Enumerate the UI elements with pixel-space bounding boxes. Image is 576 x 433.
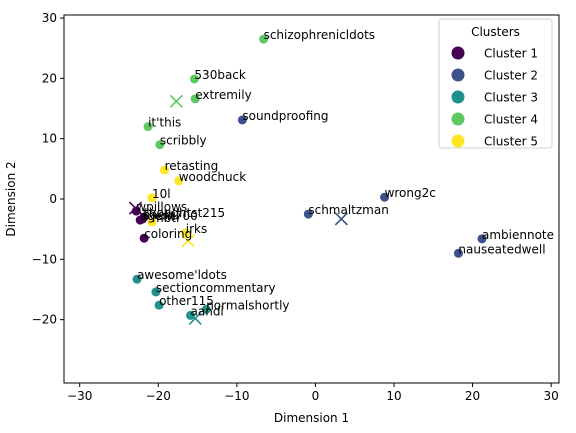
centroid-marker xyxy=(128,201,143,215)
point-label: woodchuck xyxy=(179,170,247,184)
data-point xyxy=(151,287,161,297)
data-point xyxy=(303,209,313,219)
data-point xyxy=(132,274,142,284)
data-point xyxy=(201,304,211,314)
point-label: thoughtst215 xyxy=(144,206,225,220)
point-label: wpillows xyxy=(136,200,187,214)
data-point xyxy=(135,215,145,225)
point-label: schizophrenicldots xyxy=(264,28,376,42)
legend-label: Cluster 2 xyxy=(484,69,538,83)
legend-label: Cluster 3 xyxy=(484,91,538,105)
y-axis-title: Dimension 2 xyxy=(4,161,18,236)
series-1 xyxy=(131,206,149,243)
data-point xyxy=(186,310,195,320)
point-label: wrong2c xyxy=(385,186,436,200)
x-tick-label: 20 xyxy=(465,389,480,403)
point-label: other115 xyxy=(159,294,214,308)
centroid-marker xyxy=(188,311,202,326)
point-label: irks xyxy=(186,222,207,236)
centroid-marker xyxy=(169,94,183,108)
point-label: normalshortly xyxy=(206,298,289,312)
point-label: ambiennote xyxy=(482,228,554,242)
data-point xyxy=(160,165,170,175)
legend-title: Clusters xyxy=(471,25,520,39)
legend-swatch xyxy=(451,68,465,82)
series-3 xyxy=(132,274,211,320)
y-tick-label: 10 xyxy=(42,132,57,146)
legend: Clusters Cluster 1 Cluster 2 Cluster 3 Clus… xyxy=(438,18,553,149)
legend-swatch xyxy=(451,112,465,126)
point-label: scribbly xyxy=(160,134,207,148)
data-point xyxy=(477,234,487,244)
legend-box xyxy=(438,18,553,149)
legend-swatch xyxy=(451,90,465,104)
point-label: sectioncommentary xyxy=(156,281,276,295)
point-label: mbtl xyxy=(152,211,179,225)
data-point xyxy=(259,34,269,44)
centroid-marker xyxy=(181,234,195,248)
legend-swatch xyxy=(451,46,465,60)
data-point xyxy=(237,115,247,125)
x-tick-label: 0 xyxy=(312,389,320,403)
y-tick-label: 30 xyxy=(42,11,57,25)
series-2 xyxy=(237,115,487,258)
y-tick-label: −10 xyxy=(32,252,57,266)
series-4 xyxy=(143,34,269,150)
point-label: awesome'ldots xyxy=(137,268,227,282)
point-label: 530back xyxy=(194,68,245,82)
data-point xyxy=(190,94,200,104)
y-tick-label: 20 xyxy=(42,71,57,85)
point-label: nauseatedwell xyxy=(458,242,545,256)
x-tick-label: 10 xyxy=(386,389,401,403)
data-point xyxy=(174,176,184,186)
centroid-marker xyxy=(334,212,348,226)
point-label: soundproofing xyxy=(242,109,328,123)
point-label: 10l xyxy=(152,187,171,201)
y-tick-label: 0 xyxy=(49,192,57,206)
data-point xyxy=(155,140,165,150)
data-point xyxy=(147,217,157,227)
legend-label: Cluster 5 xyxy=(484,135,538,149)
point-label: agent700 xyxy=(140,209,198,223)
point-label: schmaltzman xyxy=(308,203,388,217)
x-tick-label: −10 xyxy=(224,389,249,403)
point-label: it'this xyxy=(148,116,181,130)
x-tick-label: −30 xyxy=(67,389,92,403)
data-point xyxy=(380,192,390,202)
data-point xyxy=(147,193,157,203)
y-tick-label: −20 xyxy=(32,313,57,327)
data-point xyxy=(139,233,149,243)
data-point xyxy=(143,122,153,132)
data-point xyxy=(154,300,164,310)
plot-frame xyxy=(63,14,560,384)
data-point xyxy=(189,74,199,84)
point-label: extremily xyxy=(195,88,252,102)
legend-swatch xyxy=(451,134,465,148)
point-label: retasting xyxy=(165,159,219,173)
x-axis-title: Dimension 1 xyxy=(274,411,349,425)
data-point xyxy=(453,248,463,258)
x-tick-label: 30 xyxy=(544,389,559,403)
x-tick-label: −20 xyxy=(146,389,171,403)
point-label: aandi xyxy=(191,304,224,318)
axis-ticks: −30 −20 −10 0 10 20 30 −20 −10 0 10 20 30 xyxy=(32,11,559,403)
point-label: baebil xyxy=(143,208,180,222)
point-label: coloring xyxy=(144,227,192,241)
legend-label: Cluster 1 xyxy=(484,47,538,61)
legend-label: Cluster 4 xyxy=(484,113,538,127)
